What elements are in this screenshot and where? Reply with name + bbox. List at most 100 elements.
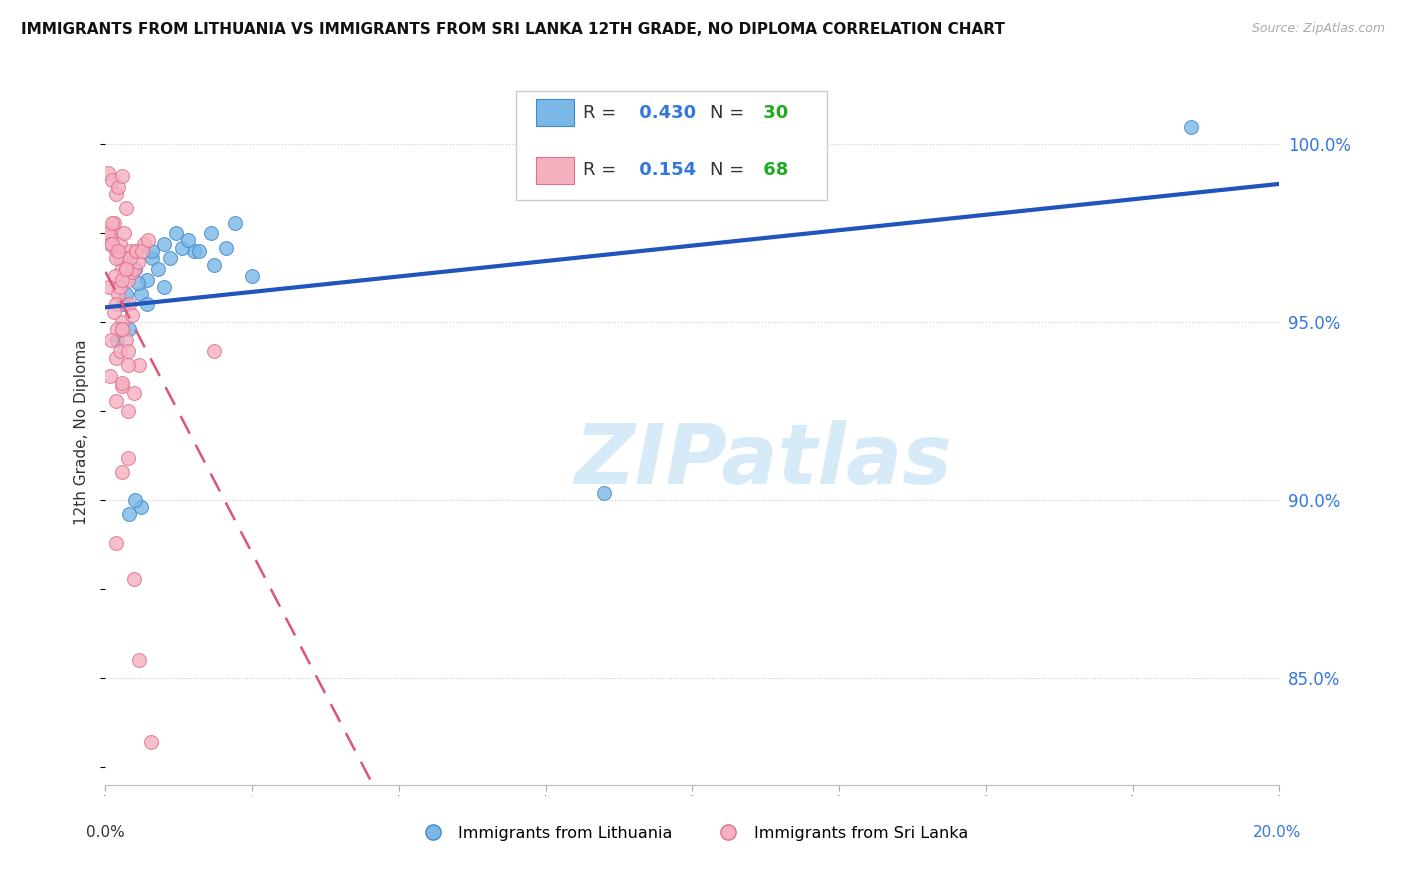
Point [98, 237, 121, 252]
Point [105, 536, 128, 550]
Point [117, 404, 139, 418]
Point [97, 166, 120, 180]
Text: R =: R = [583, 103, 623, 121]
Point [125, 244, 148, 259]
Point [118, 297, 141, 311]
Point [108, 279, 131, 293]
Point [101, 216, 124, 230]
Text: 0.154: 0.154 [633, 161, 696, 179]
Point [108, 237, 131, 252]
Point [118, 322, 141, 336]
Point [129, 286, 152, 301]
FancyBboxPatch shape [536, 157, 574, 184]
Point [101, 237, 124, 252]
Point [125, 244, 148, 259]
Point [135, 272, 157, 286]
Point [105, 251, 128, 265]
Text: 68: 68 [756, 161, 789, 179]
Point [122, 261, 145, 276]
Point [141, 251, 163, 265]
Point [105, 322, 128, 336]
Point [240, 268, 263, 283]
Point [107, 286, 129, 301]
Point [111, 169, 134, 184]
Point [183, 244, 205, 259]
Text: Source: ZipAtlas.com: Source: ZipAtlas.com [1251, 22, 1385, 36]
Point [128, 358, 150, 372]
Point [141, 244, 163, 259]
Point [112, 251, 135, 265]
Point [170, 241, 193, 255]
Point [100, 333, 122, 347]
Point [122, 572, 145, 586]
Point [117, 272, 139, 286]
Point [98, 227, 121, 241]
Point [108, 343, 131, 358]
Point [118, 508, 141, 522]
Point [107, 180, 129, 194]
Point [159, 251, 181, 265]
Point [136, 234, 159, 248]
Point [105, 244, 128, 259]
Point [124, 261, 146, 276]
Point [115, 261, 138, 276]
Point [593, 486, 616, 500]
Text: N =: N = [710, 103, 749, 121]
Point [141, 735, 163, 749]
Point [101, 173, 124, 187]
Point [153, 237, 176, 252]
Point [103, 216, 125, 230]
Text: ZIPatlas: ZIPatlas [574, 420, 952, 501]
Text: 20.0%: 20.0% [1253, 825, 1301, 840]
Point [153, 279, 176, 293]
Point [117, 450, 139, 465]
Point [98, 279, 121, 293]
Point [202, 258, 225, 272]
Point [115, 261, 138, 276]
Point [200, 227, 222, 241]
Point [128, 653, 150, 667]
Point [105, 187, 128, 202]
Text: N =: N = [710, 161, 749, 179]
Point [129, 500, 152, 515]
Point [108, 251, 131, 265]
Point [148, 261, 170, 276]
Point [120, 251, 142, 265]
Point [165, 227, 187, 241]
Point [111, 322, 134, 336]
Point [115, 286, 138, 301]
Point [105, 297, 128, 311]
Point [111, 315, 134, 329]
Point [127, 254, 149, 268]
Point [111, 261, 134, 276]
Point [132, 237, 155, 252]
Point [105, 351, 128, 365]
Point [103, 304, 125, 318]
FancyBboxPatch shape [536, 99, 574, 126]
Point [202, 343, 225, 358]
Point [176, 234, 198, 248]
Point [120, 244, 142, 259]
Point [111, 465, 134, 479]
Point [104, 268, 127, 283]
Point [127, 276, 149, 290]
Point [112, 297, 135, 311]
Point [117, 358, 139, 372]
Text: 0.0%: 0.0% [86, 825, 125, 840]
Y-axis label: 12th Grade, No Diploma: 12th Grade, No Diploma [75, 340, 90, 525]
Point [111, 379, 134, 393]
Text: 0.430: 0.430 [633, 103, 696, 121]
Point [117, 251, 139, 265]
Point [105, 333, 128, 347]
Point [124, 493, 146, 508]
FancyBboxPatch shape [516, 91, 828, 200]
Point [112, 227, 135, 241]
Point [98, 368, 121, 383]
Point [105, 393, 128, 408]
Point [115, 202, 138, 216]
Point [135, 297, 157, 311]
Point [131, 244, 153, 259]
Point [224, 216, 246, 230]
Point [121, 308, 143, 322]
Point [111, 322, 134, 336]
